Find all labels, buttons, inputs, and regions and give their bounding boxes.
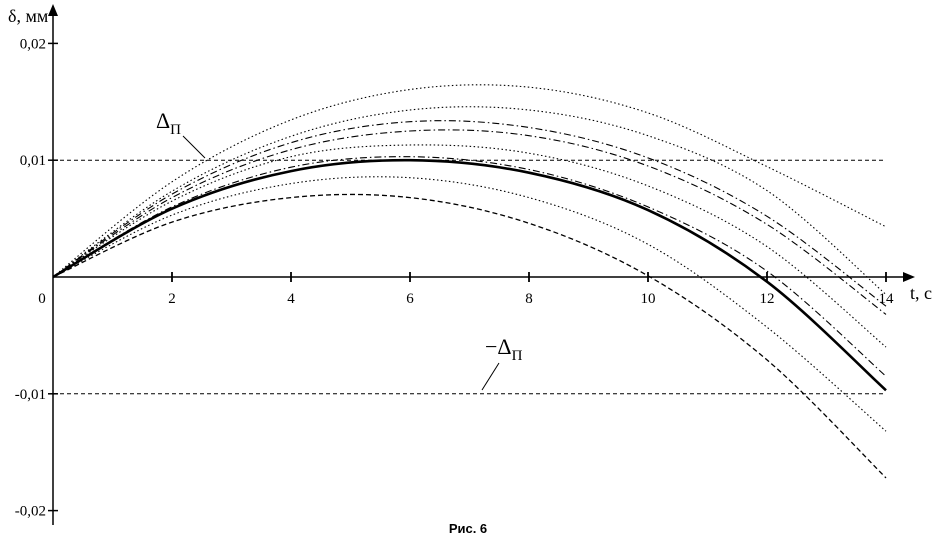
series-line-4 xyxy=(52,120,887,307)
ticks: 0 2 4 6 8 10 12 14 0,02 0,01 -0,01 -0,02 xyxy=(15,36,894,519)
series-line-8 xyxy=(52,176,887,432)
threshold-label: −ΔП xyxy=(485,334,523,364)
y-axis-label: δ, мм xyxy=(8,6,48,26)
series-group xyxy=(52,84,887,479)
y-tick-label: 0,01 xyxy=(20,153,46,169)
series-line-6 xyxy=(52,144,887,348)
threshold-label: ΔП xyxy=(156,108,181,138)
series-line-5 xyxy=(52,129,887,315)
y-tick-label: -0,01 xyxy=(15,387,46,403)
x-tick-label: 14 xyxy=(879,291,895,307)
series-line-7 xyxy=(52,156,887,377)
threshold-lines xyxy=(53,159,886,395)
x-tick-label: 8 xyxy=(525,291,533,307)
x-tick-label: 4 xyxy=(287,291,295,307)
series-line-1 xyxy=(52,158,887,392)
x-tick-label: 2 xyxy=(168,291,176,307)
figure-caption: Рис. 6 xyxy=(448,521,488,536)
x-tick-label: 10 xyxy=(641,291,656,307)
x-axis-arrow xyxy=(903,272,915,282)
threshold-leader-line xyxy=(481,362,500,391)
series-line-3 xyxy=(52,106,887,295)
series-line-2 xyxy=(52,84,887,278)
y-tick-label: 0,02 xyxy=(20,36,46,52)
threshold-leader-line xyxy=(182,135,206,159)
series-line-9 xyxy=(52,193,887,479)
x-tick-label: 12 xyxy=(760,291,775,307)
y-axis-arrow xyxy=(48,4,58,16)
labels: δ, мм t, с xyxy=(8,6,932,303)
x-tick-label: 0 xyxy=(38,291,46,307)
axes xyxy=(48,4,915,525)
y-tick-label: -0,02 xyxy=(15,504,46,520)
x-axis-label: t, с xyxy=(910,283,932,303)
x-tick-label: 6 xyxy=(406,291,414,307)
annotations: ΔП −ΔП xyxy=(156,108,523,391)
